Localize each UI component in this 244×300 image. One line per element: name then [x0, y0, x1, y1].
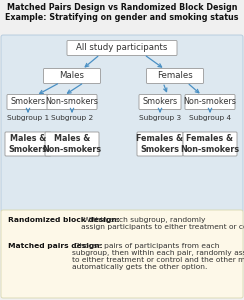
Text: Females &
Smokers: Females & Smokers [136, 134, 183, 154]
Text: Non-smokers: Non-smokers [183, 98, 236, 106]
Text: Females: Females [157, 71, 193, 80]
Text: Choose pairs of participants from each
subgroup, then within each pair, randomly: Choose pairs of participants from each s… [72, 243, 244, 270]
Text: Non-smokers: Non-smokers [46, 98, 98, 106]
FancyBboxPatch shape [137, 132, 183, 156]
Text: Subgroup 3: Subgroup 3 [139, 115, 181, 121]
FancyBboxPatch shape [183, 132, 237, 156]
FancyBboxPatch shape [47, 94, 97, 110]
FancyBboxPatch shape [45, 132, 99, 156]
Text: Subgroup 4: Subgroup 4 [189, 115, 231, 121]
Text: Subgroup 2: Subgroup 2 [51, 115, 93, 121]
FancyBboxPatch shape [1, 35, 243, 212]
Text: Matched Pairs Design vs Randomized Block Design: Matched Pairs Design vs Randomized Block… [7, 4, 237, 13]
FancyBboxPatch shape [5, 132, 51, 156]
FancyBboxPatch shape [7, 94, 49, 110]
Text: Smokers: Smokers [10, 98, 46, 106]
FancyBboxPatch shape [185, 94, 235, 110]
Text: Males: Males [60, 71, 84, 80]
Text: Example: Stratifying on gender and smoking status: Example: Stratifying on gender and smoki… [5, 13, 239, 22]
Text: All study participants: All study participants [76, 44, 168, 52]
Text: Males &
Non-smokers: Males & Non-smokers [42, 134, 102, 154]
Text: Males &
Smokers: Males & Smokers [9, 134, 48, 154]
Text: Matched pairs design:: Matched pairs design: [8, 243, 103, 249]
FancyBboxPatch shape [1, 210, 243, 298]
FancyBboxPatch shape [139, 94, 181, 110]
Text: Subgroup 1: Subgroup 1 [7, 115, 49, 121]
FancyBboxPatch shape [43, 68, 101, 83]
FancyBboxPatch shape [146, 68, 203, 83]
FancyBboxPatch shape [67, 40, 177, 56]
Text: Smokers: Smokers [142, 98, 178, 106]
Text: Females &
Non-smokers: Females & Non-smokers [180, 134, 240, 154]
Text: Randomized block design:: Randomized block design: [8, 217, 120, 223]
Text: Within each subgroup, randomly
assign participants to either treatment or contro: Within each subgroup, randomly assign pa… [81, 217, 244, 230]
